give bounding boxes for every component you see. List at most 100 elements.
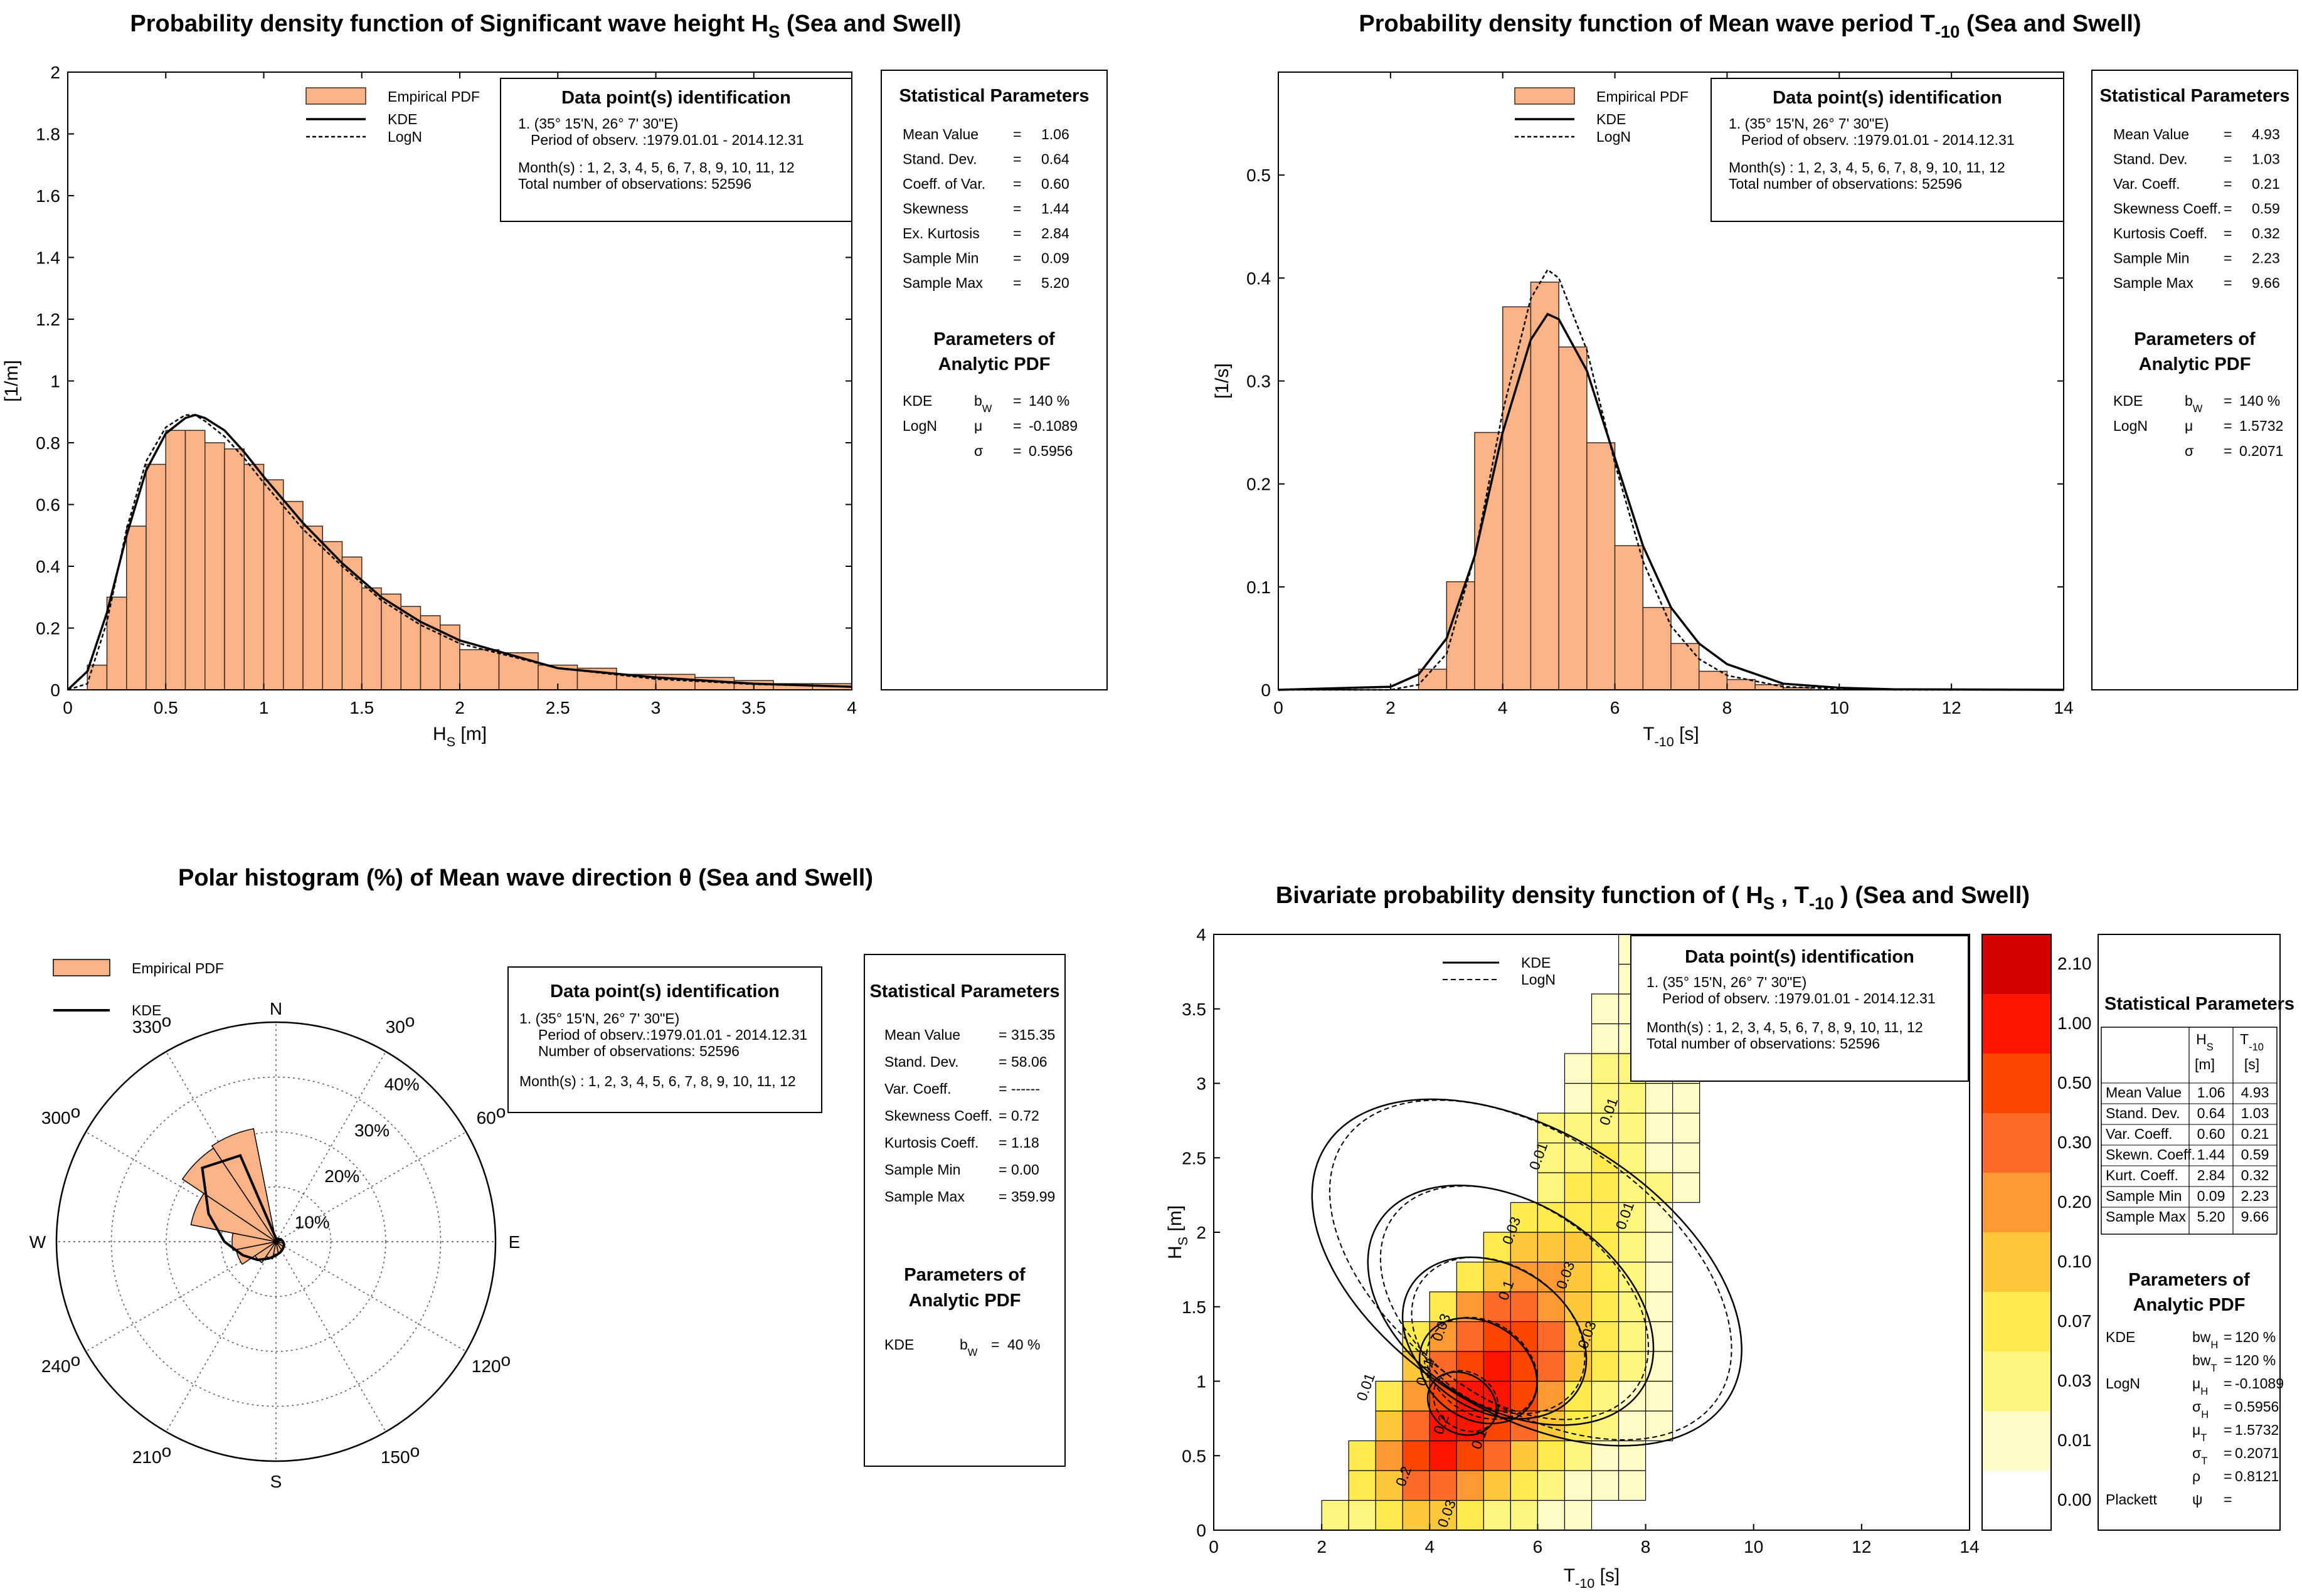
y-tick-label: 4	[1196, 925, 1206, 944]
param-value: 0.2071	[2235, 1445, 2279, 1461]
heatmap-cell	[1483, 1261, 1511, 1292]
heatmap-cell	[1537, 1440, 1566, 1471]
polar-angle-label-part: 330	[132, 1017, 162, 1037]
heatmap-cell	[1591, 1112, 1620, 1144]
stats-head-h: HS	[2196, 1031, 2214, 1053]
params-title: Parameters of	[933, 329, 1055, 349]
stat-eq: =	[1013, 176, 1021, 192]
heatmap-cell	[1564, 1053, 1593, 1084]
param-symbol-sub: H	[2200, 1385, 2208, 1397]
heatmap-cell	[1537, 1142, 1566, 1173]
data-id-box	[500, 78, 852, 222]
stat-value: 0.60	[1041, 176, 1069, 192]
param-value: 120 %	[2235, 1352, 2276, 1368]
stat-value-h: 2.84	[2197, 1167, 2225, 1183]
x-tick-label: 10	[1744, 1537, 1763, 1556]
param-name: LogN	[903, 418, 937, 434]
heatmap-cell	[1510, 1470, 1539, 1501]
param-eq: =	[2224, 418, 2232, 434]
stats-head-h-sub: S	[2207, 1041, 2214, 1053]
polar-sector	[211, 1128, 277, 1242]
colorbar-label: 1.00	[2057, 1013, 2092, 1033]
param-symbol-part: σ	[2192, 1398, 2201, 1415]
polar-angle-label: 60o	[477, 1102, 506, 1128]
stat-value-t: 0.32	[2241, 1167, 2269, 1183]
param-symbol-sub: T	[2210, 1362, 2217, 1374]
stat-value: 0.72	[1011, 1107, 1039, 1124]
x-tick-label: 4	[847, 698, 857, 717]
direction-polar-panel: Polar histogram (%) of Mean wave directi…	[29, 865, 1066, 1491]
y-tick-label: 3.5	[1182, 1000, 1206, 1019]
x-axis-label-sub: -10	[1655, 734, 1674, 749]
param-value: 120 %	[2235, 1329, 2276, 1345]
y-axis-label-part: [m]	[1165, 1205, 1185, 1237]
heatmap-cell	[1591, 1380, 1620, 1412]
param-value: 1.5732	[2235, 1422, 2279, 1438]
polar-angle-label-part: o	[162, 1011, 172, 1030]
data-id-line: Period of observ.:1979.01.01 - 2014.12.3…	[538, 1027, 807, 1043]
stat-eq: =	[999, 1027, 1007, 1043]
heatmap-cell	[1483, 1232, 1511, 1263]
colorbar-band	[1982, 1351, 2051, 1411]
histogram-bar	[204, 442, 225, 690]
stat-value: ------	[1011, 1081, 1040, 1097]
param-value: 0.2071	[2239, 443, 2283, 459]
legend: Empirical PDF KDE LogN	[305, 87, 480, 145]
param-symbol: σ	[974, 443, 983, 459]
y-axis-label: [1/m]	[1, 360, 22, 402]
polar-angle-label: 240o	[41, 1350, 80, 1376]
heatmap-cell	[1564, 1440, 1593, 1471]
heatmap-cell	[1645, 1112, 1673, 1144]
heatmap-cell	[1564, 1410, 1593, 1442]
polar-angle-label-part: 150	[381, 1447, 410, 1467]
stat-value-t: 0.21	[2241, 1126, 2269, 1142]
stat-value: 0.64	[1041, 151, 1069, 167]
x-tick-label: 0	[63, 698, 73, 717]
polar-angle-label: 150o	[381, 1441, 420, 1467]
heatmap-cell	[1348, 1470, 1376, 1501]
logn-contour	[1329, 1099, 1732, 1440]
stat-name: Kurtosis Coeff.	[2113, 225, 2207, 241]
colorbar-label: 0.01	[2057, 1430, 2092, 1450]
param-symbol: μT	[2192, 1422, 2207, 1444]
param-symbol: σH	[2192, 1398, 2209, 1420]
heatmap-cell	[1591, 1351, 1620, 1382]
y-tick-label: 1.2	[36, 310, 60, 329]
stat-value: 1.44	[1041, 201, 1069, 217]
histogram-bar	[1698, 670, 1728, 690]
bivariate-pdf-panel: Bivariate probability density function o…	[1165, 882, 2294, 1591]
stats-head-t-sub: -10	[2249, 1041, 2264, 1053]
params-title: Parameters of	[2134, 329, 2256, 349]
colorbar-band	[1982, 1113, 2051, 1173]
stat-value: 1.06	[1041, 126, 1069, 142]
param-value: 140 %	[1029, 393, 1069, 409]
param-symbol-sub: W	[968, 1346, 978, 1358]
chart-title-part: ) (Sea and Swell)	[1834, 882, 2030, 909]
stat-value: 0.32	[2252, 225, 2280, 241]
heatmap-cell	[1375, 1470, 1403, 1501]
stat-name: Sample Max	[2113, 275, 2193, 291]
histogram-bar	[87, 664, 108, 690]
data-id-line: Month(s) : 1, 2, 3, 4, 5, 6, 7, 8, 9, 10…	[1647, 1019, 1923, 1035]
param-symbol-part: bw	[2192, 1329, 2211, 1345]
stat-value: 315.35	[1011, 1027, 1055, 1043]
param-eq: =	[2224, 1468, 2232, 1484]
heatmap-cell	[1456, 1321, 1484, 1352]
param-eq: =	[2224, 1491, 2232, 1508]
stats-box	[881, 70, 1108, 690]
polar-grid-spoke	[166, 1241, 277, 1432]
stat-eq: =	[2224, 275, 2232, 291]
param-symbol: bW	[2185, 393, 2203, 415]
params-title: Analytic PDF	[909, 1291, 1021, 1311]
stat-value: 2.23	[2252, 250, 2280, 267]
x-tick-label: 10	[1830, 698, 1849, 717]
stat-value-t: 2.23	[2241, 1188, 2269, 1204]
polar-angle-label-part: o	[405, 1011, 415, 1030]
heatmap-cell	[1618, 1351, 1647, 1382]
colorbar-label: 0.30	[2057, 1133, 2092, 1152]
heatmap-cell	[1537, 1261, 1566, 1292]
stat-value-h: 5.20	[2197, 1208, 2225, 1225]
heatmap-cell	[1537, 1291, 1566, 1323]
stat-eq: =	[2224, 250, 2232, 267]
